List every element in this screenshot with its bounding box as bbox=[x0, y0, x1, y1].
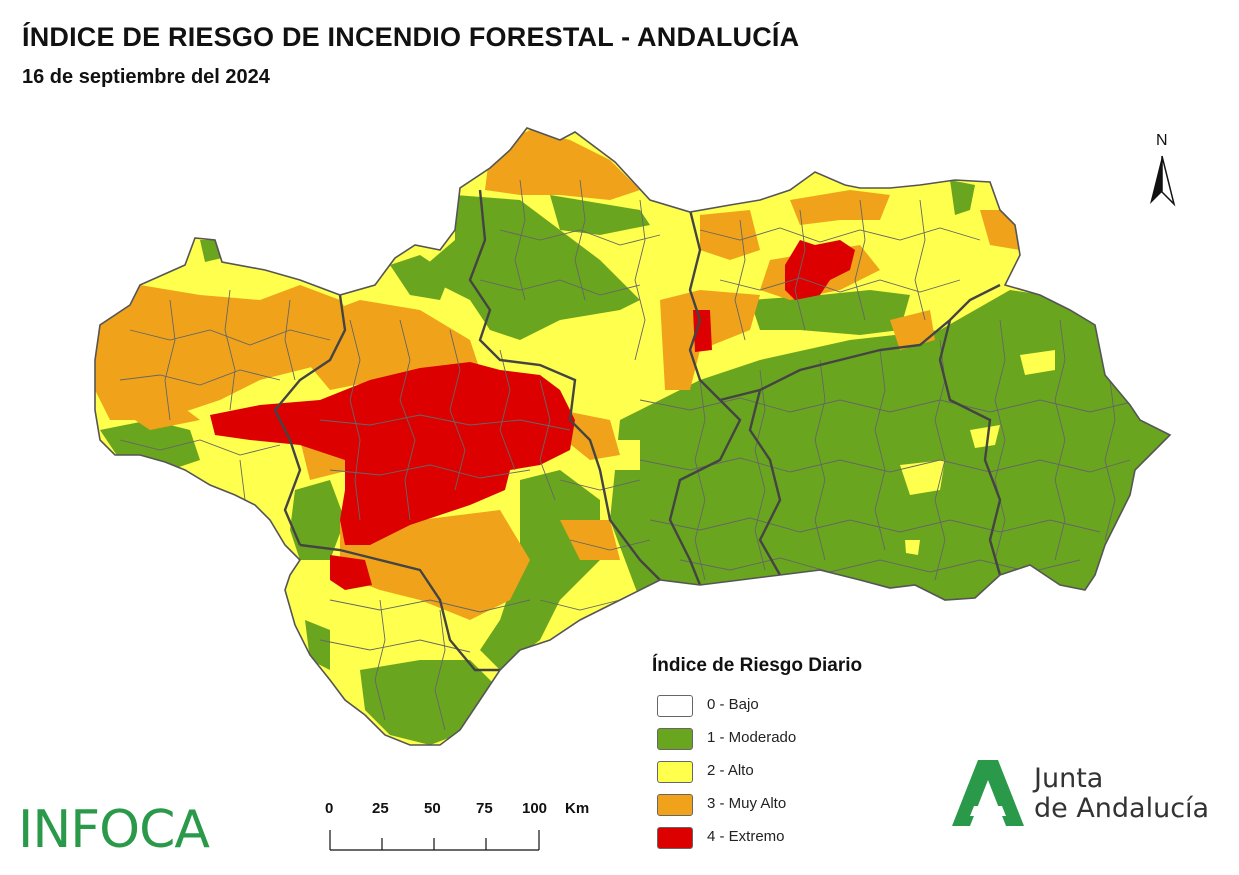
map-title: ÍNDICE DE RIESGO DE INCENDIO FORESTAL - … bbox=[22, 22, 800, 52]
map-legend: Índice de Riesgo Diario 0 - Bajo 1 - Mod… bbox=[652, 655, 942, 855]
junta-andalucia-logo-icon bbox=[952, 760, 1024, 826]
junta-andalucia-text: Junta de Andalucía bbox=[1034, 764, 1209, 824]
infoca-logo: INFOCA bbox=[18, 800, 210, 860]
scale-tick-100: 100 bbox=[522, 800, 548, 817]
legend-item-moderado: 1 - Moderado bbox=[657, 728, 937, 750]
junta-line-1: Junta bbox=[1034, 763, 1104, 794]
legend-label-bajo: 0 - Bajo bbox=[707, 696, 759, 713]
scale-tick-25: 25 bbox=[372, 800, 389, 817]
scale-tick-50: 50 bbox=[424, 800, 441, 817]
andalucia-border bbox=[94, 127, 1172, 746]
legend-item-bajo: 0 - Bajo bbox=[657, 695, 937, 717]
province-boundaries bbox=[273, 189, 1002, 672]
legend-item-alto: 2 - Alto bbox=[657, 761, 937, 783]
legend-label-extremo: 4 - Extremo bbox=[707, 828, 785, 845]
zone-extremo bbox=[210, 240, 855, 590]
legend-swatch-alto bbox=[657, 761, 693, 783]
legend-swatch-bajo bbox=[657, 695, 693, 717]
legend-swatch-muy-alto bbox=[657, 794, 693, 816]
legend-swatch-moderado bbox=[657, 728, 693, 750]
junta-line-2: de Andalucía bbox=[1034, 793, 1210, 824]
legend-item-extremo: 4 - Extremo bbox=[657, 827, 937, 849]
legend-label-moderado: 1 - Moderado bbox=[707, 729, 797, 746]
scale-bar-ruler bbox=[329, 830, 540, 851]
map-date: 16 de septiembre del 2024 bbox=[22, 66, 270, 88]
scale-bar: 0 25 50 75 100 Km bbox=[320, 800, 610, 860]
scale-tick-75: 75 bbox=[476, 800, 493, 817]
scale-tick-0: 0 bbox=[325, 800, 334, 817]
zone-alto-spots bbox=[610, 350, 1055, 555]
legend-swatch-extremo bbox=[657, 827, 693, 849]
north-label: N bbox=[1156, 132, 1168, 149]
legend-label-muy-alto: 3 - Muy Alto bbox=[707, 795, 787, 812]
legend-title: Índice de Riesgo Diario bbox=[652, 655, 863, 676]
municipal-boundaries bbox=[119, 179, 1141, 731]
legend-label-alto: 2 - Alto bbox=[707, 762, 754, 779]
scale-unit: Km bbox=[565, 800, 590, 817]
legend-item-muy-alto: 3 - Muy Alto bbox=[657, 794, 937, 816]
north-arrow-icon bbox=[1150, 155, 1176, 207]
